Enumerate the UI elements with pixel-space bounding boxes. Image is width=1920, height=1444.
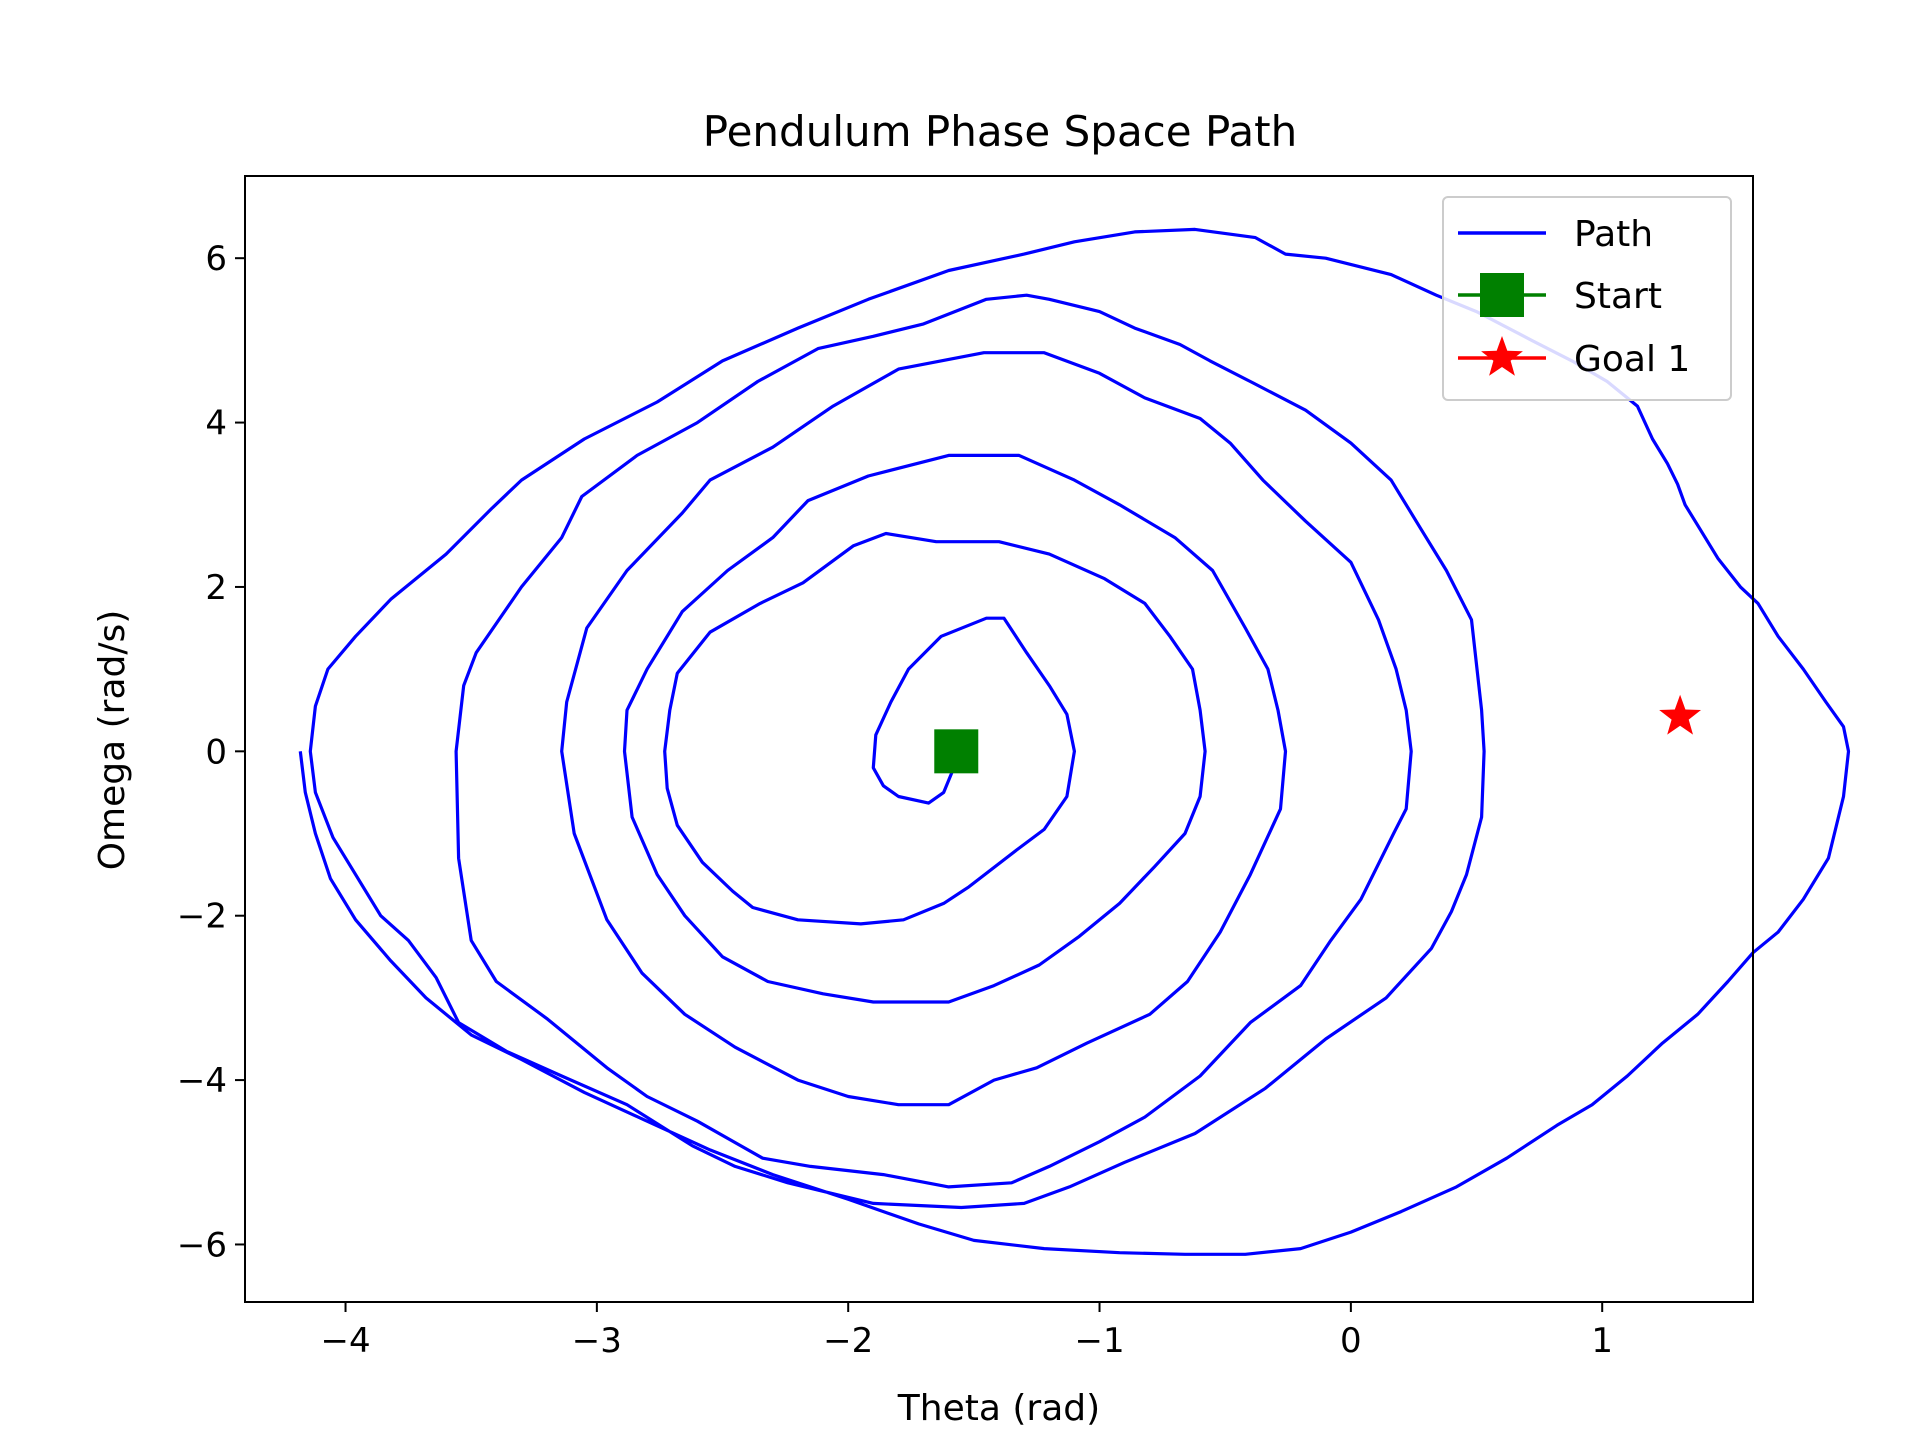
legend-label: Goal 1 [1574, 339, 1690, 380]
legend-square-marker [1480, 273, 1524, 317]
x-tick-label: −3 [572, 1321, 622, 1361]
legend: Path Start Goal 1 [1442, 196, 1732, 401]
y-tick-label: 2 [205, 568, 227, 608]
legend-box [1442, 196, 1732, 401]
marker-layer [934, 694, 1701, 774]
legend-items: Path Start Goal 1 [1458, 214, 1690, 380]
y-tick-label: 6 [205, 239, 227, 279]
plot-frame [244, 175, 1754, 1303]
legend-label: Start [1574, 276, 1662, 317]
y-tick-label: −4 [177, 1061, 227, 1101]
legend-star-marker [1481, 336, 1523, 376]
series-layer [298, 227, 1851, 1256]
chart-title: Pendulum Phase Space Path [703, 107, 1297, 156]
x-tick-label: −4 [320, 1321, 370, 1361]
y-tick-label: 0 [205, 732, 227, 772]
legend-label: Path [1574, 214, 1653, 255]
start-marker [934, 729, 979, 774]
y-tick-label: −6 [177, 1225, 227, 1265]
x-axis-label: Theta (rad) [897, 1388, 1100, 1429]
x-axis: −4 −3 −2 −1 0 1 [320, 1302, 1613, 1361]
y-axis-label: Omega (rad/s) [92, 610, 133, 871]
x-tick-label: 0 [1340, 1321, 1362, 1361]
x-tick-label: −2 [823, 1321, 873, 1361]
goal-marker [1659, 694, 1701, 735]
x-tick-label: 1 [1591, 1321, 1613, 1361]
y-tick-label: 4 [205, 404, 227, 444]
y-tick-label: −2 [177, 897, 227, 937]
x-tick-label: −1 [1074, 1321, 1124, 1361]
path-series-line [298, 227, 1851, 1256]
y-axis: −6 −4 −2 0 2 4 6 [177, 239, 245, 1265]
